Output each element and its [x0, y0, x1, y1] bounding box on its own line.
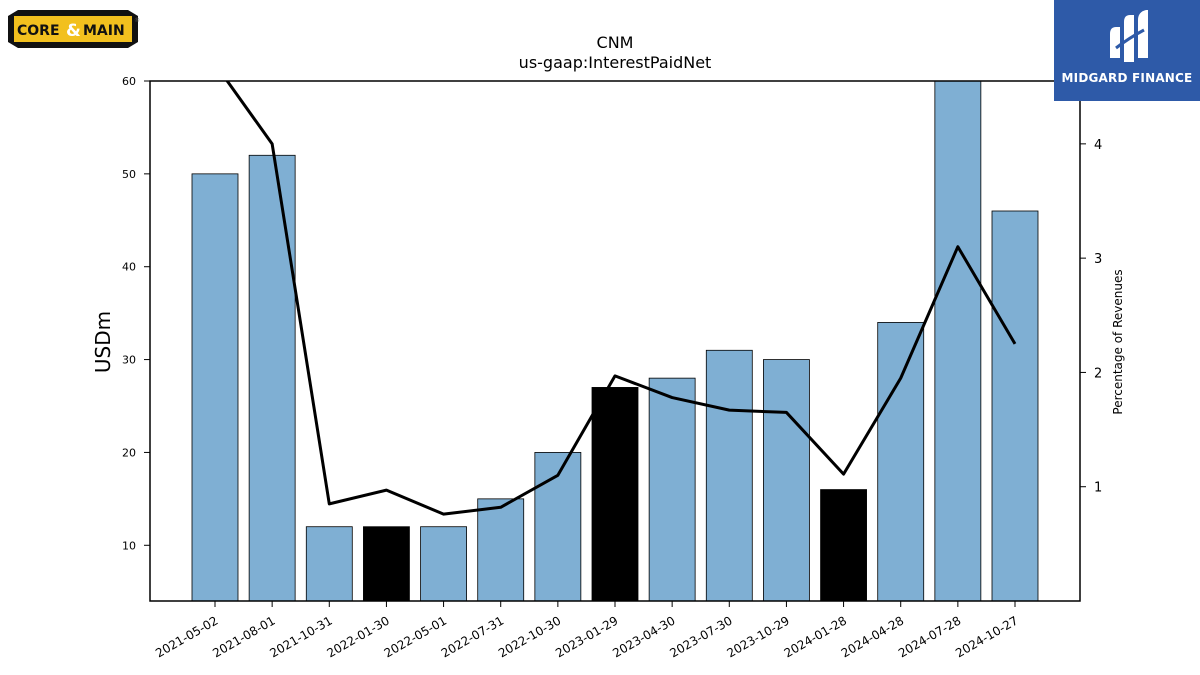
y2-axis-label: Percentage of Revenues	[1111, 269, 1125, 414]
core-and-main-logo-text-b: MAIN	[83, 23, 125, 39]
bar-2024-04-28	[877, 322, 925, 602]
y2-tick-label: 4	[1094, 138, 1102, 153]
chart-subtitle: us-gaap:InterestPaidNet	[519, 53, 712, 72]
bar-2021-10-31	[305, 526, 353, 602]
line-series	[225, 81, 1017, 516]
bar-2023-07-30	[705, 349, 753, 602]
bar-2022-01-30	[363, 526, 410, 602]
bar-2023-04-30	[648, 377, 696, 602]
bar-2021-05-02	[191, 173, 239, 602]
x-tick-label: 2022-05-01	[382, 613, 449, 660]
midgard-finance-logo-text: MIDGARD FINANCE	[1061, 71, 1193, 85]
y2-tick-label: 1	[1094, 481, 1102, 496]
y-tick-label: 50	[122, 168, 136, 181]
x-tick-label: 2021-10-31	[267, 613, 334, 660]
y-tick-label: 40	[122, 261, 136, 274]
x-tick-label: 2023-10-29	[725, 613, 792, 660]
registered-mark: ®	[134, 17, 140, 24]
y-tick-label: 20	[122, 446, 136, 459]
core-and-main-logo: CORE & MAIN ®	[6, 8, 141, 50]
x-tick-label: 2024-10-27	[953, 613, 1020, 660]
x-tick-label: 2024-01-28	[782, 613, 849, 660]
bar-2022-07-31	[477, 498, 525, 602]
midgard-finance-logo: MIDGARD FINANCE	[1054, 0, 1200, 101]
bar-2023-01-29	[591, 387, 639, 602]
core-and-main-logo-bar	[14, 16, 132, 42]
bar-2023-10-29	[763, 359, 810, 602]
percentage-of-revenues-line	[225, 81, 1017, 516]
y-tick-label: 30	[122, 354, 136, 367]
x-tick-label: 2023-01-29	[553, 613, 620, 660]
x-tick-label: 2022-01-30	[325, 613, 392, 660]
chart-title: CNM	[597, 33, 634, 52]
x-tick-label: 2024-07-28	[896, 613, 963, 660]
x-tick-label: 2023-04-30	[610, 613, 677, 660]
bar-2022-05-01	[420, 526, 467, 602]
x-tick-label: 2021-05-02	[153, 613, 220, 660]
core-and-main-logo-ampersand: &	[66, 21, 81, 41]
x-tick-label: 2022-07-31	[439, 613, 506, 660]
x-tick-label: 2023-07-30	[667, 613, 734, 660]
y-tick-label: 60	[122, 75, 136, 88]
y-tick-label: 10	[122, 539, 136, 552]
y2-tick-label: 3	[1094, 252, 1102, 267]
x-tick-label: 2021-08-01	[210, 613, 277, 660]
bar-2024-07-28	[934, 80, 982, 602]
midgard-finance-mark-icon	[1110, 10, 1148, 62]
y-axis-label: USDm	[91, 311, 115, 373]
core-and-main-logo-text-a: CORE	[17, 23, 60, 39]
bar-series	[191, 80, 1039, 602]
bar-2022-10-30	[534, 452, 582, 602]
bar-2024-01-28	[820, 489, 867, 602]
y2-tick-label: 2	[1094, 366, 1102, 381]
bar-2021-08-01	[248, 154, 296, 602]
x-tick-label: 2024-04-28	[839, 613, 906, 660]
bar-2024-10-27	[991, 210, 1039, 602]
x-tick-label: 2022-10-30	[496, 613, 563, 660]
